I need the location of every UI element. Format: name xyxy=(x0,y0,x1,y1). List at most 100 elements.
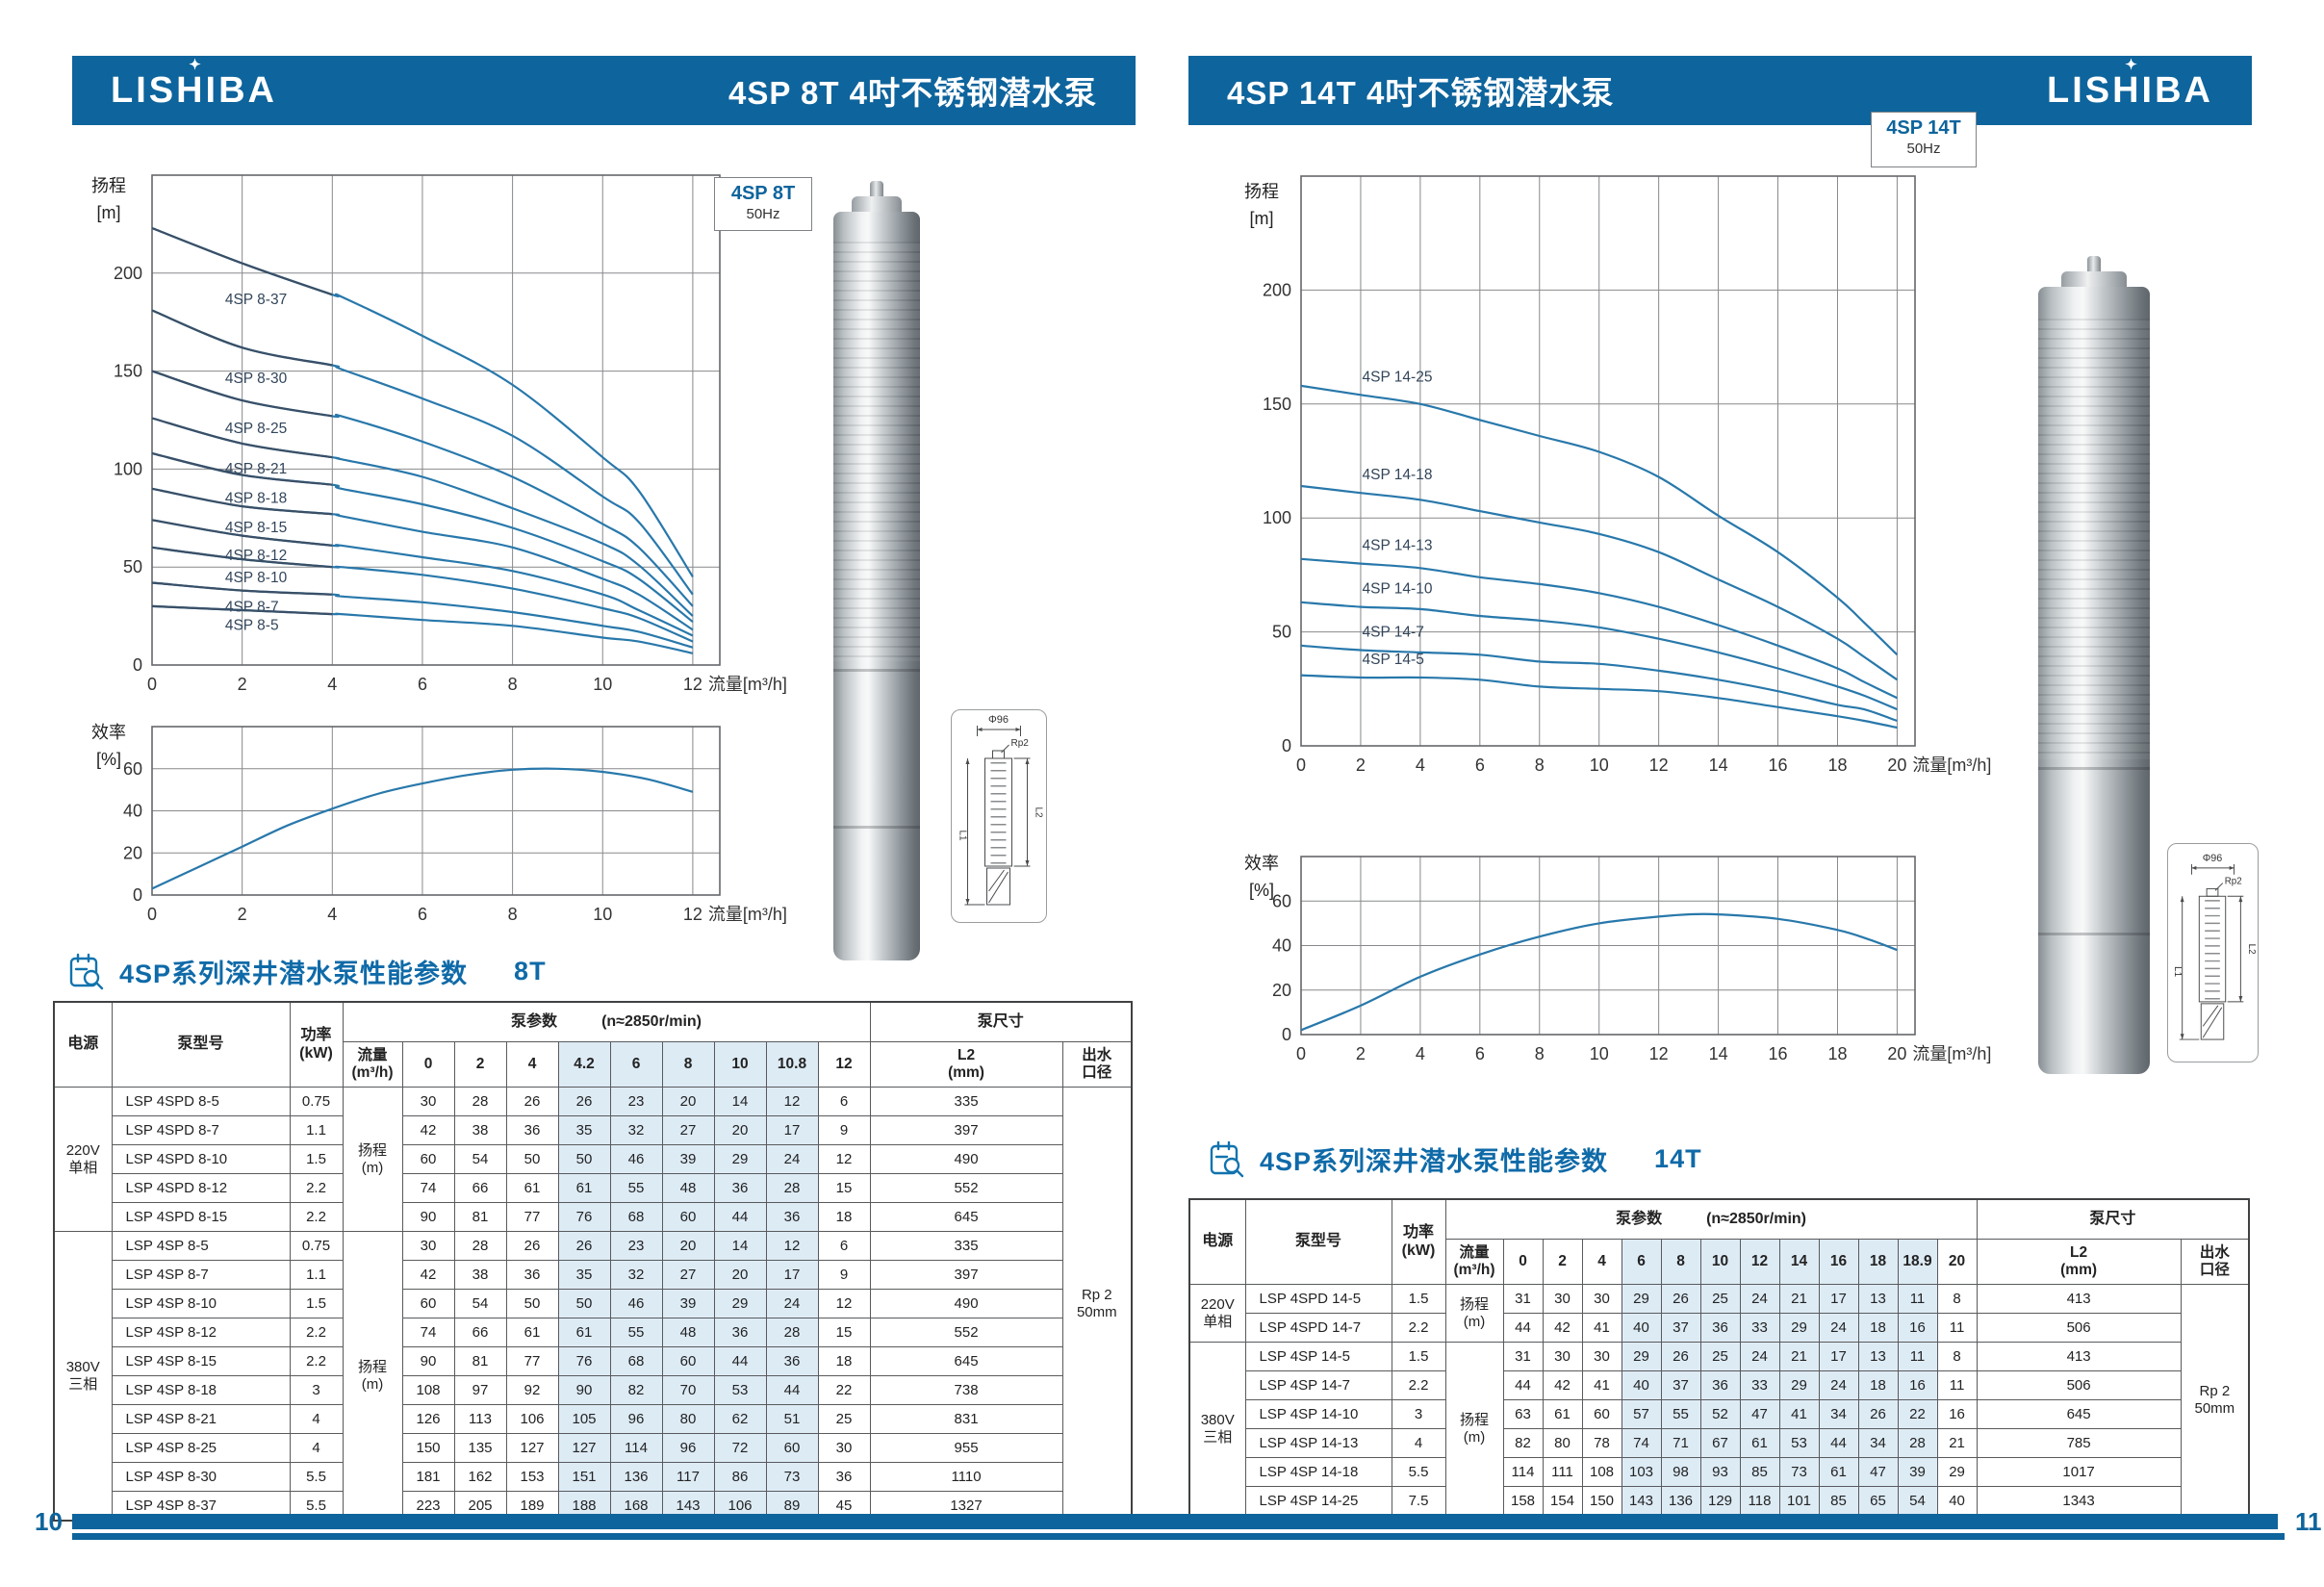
right-head-axis-label: 扬程 [m] xyxy=(1244,182,1279,228)
head-value-cell: 48 xyxy=(661,1318,715,1347)
pump-curve-low-flow xyxy=(151,519,333,547)
head-value-cell: 71 xyxy=(1660,1428,1701,1458)
flow-col-6: 6 xyxy=(1621,1239,1662,1285)
head-value-cell: 80 xyxy=(661,1404,715,1434)
head-value-cell: 60 xyxy=(661,1346,715,1376)
table-row: LSP 4SP 8-15 2.2 90 81 77 76 68 60 44 36 18 645 xyxy=(54,1346,1132,1376)
head-value-cell: 70 xyxy=(661,1375,715,1405)
head-value-cell: 22 xyxy=(817,1375,871,1405)
head-value-cell: 76 xyxy=(557,1202,611,1232)
head-value-cell: 36 xyxy=(765,1346,819,1376)
x-tick-label: 10 xyxy=(1590,1044,1609,1063)
head-value-cell: 61 xyxy=(557,1173,611,1203)
head-value-cell: 16 xyxy=(1897,1370,1938,1400)
head-value-cell: 32 xyxy=(609,1260,663,1290)
table-row: 220V 单相 LSP 4SPD 8-5 0.75 扬程 (m) 30 28 26 26 23 2… xyxy=(53,1087,1133,1522)
head-value-cell: 60 xyxy=(1581,1399,1622,1429)
head-value-cell: 82 xyxy=(609,1375,663,1405)
flow-col-18.9: 18.9 xyxy=(1897,1239,1938,1285)
x-tick-label: 2 xyxy=(238,675,247,694)
table-row: LSP 4SPD 14-7 2.2 44 42 41 40 37 36 33 29 24 18 16 11… xyxy=(1189,1313,2249,1343)
curve-label: 4SP 8-10 xyxy=(225,570,288,586)
left-eff-axis-label: 效率 [%] xyxy=(91,723,126,769)
power-cell: 3 xyxy=(1391,1399,1446,1429)
right-header-bar: 4SP 14T 4吋不锈钢潜水泵 ✦ LISHIBA xyxy=(1188,56,2252,125)
head-value-cell: 28 xyxy=(453,1087,507,1116)
l2-cell: 1017 xyxy=(1976,1457,2182,1487)
head-value-cell: 42 xyxy=(401,1260,455,1290)
head-value-cell: 40 xyxy=(1621,1370,1662,1400)
head-value-cell: 74 xyxy=(1621,1428,1662,1458)
head-value-cell: 30 xyxy=(401,1087,455,1116)
head-value-cell: 77 xyxy=(505,1202,559,1232)
x-tick-label: 20 xyxy=(1887,1044,1906,1063)
pump-curve xyxy=(1300,557,1898,700)
head-value-cell: 15 xyxy=(817,1318,871,1347)
head-value-cell: 18 xyxy=(817,1202,871,1232)
head-value-cell: 62 xyxy=(713,1404,767,1434)
head-value-cell: 108 xyxy=(401,1375,455,1405)
head-value-cell: 21 xyxy=(1778,1342,1820,1371)
l2-cell: 490 xyxy=(869,1144,1063,1174)
head-value-cell: 27 xyxy=(661,1260,715,1290)
x-tick-label: 12 xyxy=(1649,755,1669,775)
x-tick-label: 10 xyxy=(1590,755,1609,775)
head-value-cell: 154 xyxy=(1542,1486,1583,1517)
col-outlet: 出水 口径 xyxy=(1061,1041,1133,1088)
head-value-cell: 54 xyxy=(453,1144,507,1174)
x-tick-label: 18 xyxy=(1827,1044,1847,1063)
l2-cell: 335 xyxy=(869,1087,1063,1116)
flow-col-8: 8 xyxy=(1660,1239,1701,1285)
head-value-cell: 60 xyxy=(401,1144,455,1174)
head-value-cell: 24 xyxy=(1739,1342,1780,1371)
pump-curve-low-flow xyxy=(151,546,333,569)
efficiency-chart-8t: 0 20 40 60 0 2 4 6 8 10 12 流量[m³/h] xyxy=(123,726,787,924)
head-value-cell: 55 xyxy=(609,1173,663,1203)
x-tick-label: 4 xyxy=(327,675,337,694)
plot-border xyxy=(151,726,721,896)
head-value-cell: 33 xyxy=(1739,1370,1780,1400)
pump-stage-ribs xyxy=(833,242,920,661)
head-value-cell: 29 xyxy=(1936,1457,1978,1487)
head-value-cell: 48 xyxy=(661,1173,715,1203)
x-tick-label: 10 xyxy=(593,905,612,924)
head-value-cell: 76 xyxy=(557,1346,611,1376)
table-row: LSP 4SP 8-18 3 108 97 92 90 82 70 53 44 22 738 xyxy=(54,1375,1132,1405)
head-flow-chart-8t: 0 50 100 150 200 0 2 4 6 8 10 12 流量[m³/h] 4SP 8-37 4SP… xyxy=(114,174,787,694)
x-tick-label: 12 xyxy=(1649,1044,1669,1063)
pump-curve-low-flow xyxy=(151,487,333,516)
head-value-cell: 66 xyxy=(453,1173,507,1203)
spec-sheet-icon xyxy=(1210,1140,1244,1178)
head-value-cell: 42 xyxy=(1542,1370,1583,1400)
flow-col-10: 10 xyxy=(713,1041,767,1088)
table-row: LSP 4SP 8-12 2.2 74 66 61 61 55 48 36 28 15 552 xyxy=(54,1318,1132,1347)
x-tick-label: 0 xyxy=(147,675,157,694)
x-tick-label: 2 xyxy=(1356,755,1366,775)
col-power-source: 电源 xyxy=(1188,1198,1246,1285)
curve-label: 4SP 14-18 xyxy=(1362,467,1432,483)
page-number-left: 10 xyxy=(35,1507,63,1536)
flow-col-2: 2 xyxy=(453,1041,507,1088)
head-value-cell: 96 xyxy=(661,1433,715,1463)
curve-label: 4SP 14-10 xyxy=(1362,581,1432,598)
x-tick-label: 4 xyxy=(327,905,337,924)
pump-curve xyxy=(1300,674,1898,730)
head-value-cell: 20 xyxy=(713,1115,767,1145)
y-tick-label: 60 xyxy=(123,759,142,779)
head-value-cell: 61 xyxy=(557,1318,611,1347)
head-value-cell: 26 xyxy=(1660,1284,1701,1314)
l2-cell: 397 xyxy=(869,1260,1063,1290)
head-value-cell: 22 xyxy=(1897,1399,1938,1429)
flow-col-12: 12 xyxy=(817,1041,871,1088)
pump-size-header: 泵尺寸 xyxy=(1976,1198,2250,1240)
head-value-cell: 42 xyxy=(1542,1313,1583,1343)
dim-diameter: Φ96 xyxy=(988,714,1009,726)
head-value-cell: 15 xyxy=(817,1173,871,1203)
head-value-cell: 44 xyxy=(1502,1313,1544,1343)
head-value-cell: 28 xyxy=(1897,1428,1938,1458)
head-value-cell: 129 xyxy=(1699,1486,1741,1517)
pump-curve xyxy=(1300,644,1898,723)
x-tick-label: 0 xyxy=(147,905,157,924)
flow-col-10: 10 xyxy=(1699,1239,1741,1285)
model-cell: LSP 4SP 8-21 xyxy=(111,1404,291,1434)
